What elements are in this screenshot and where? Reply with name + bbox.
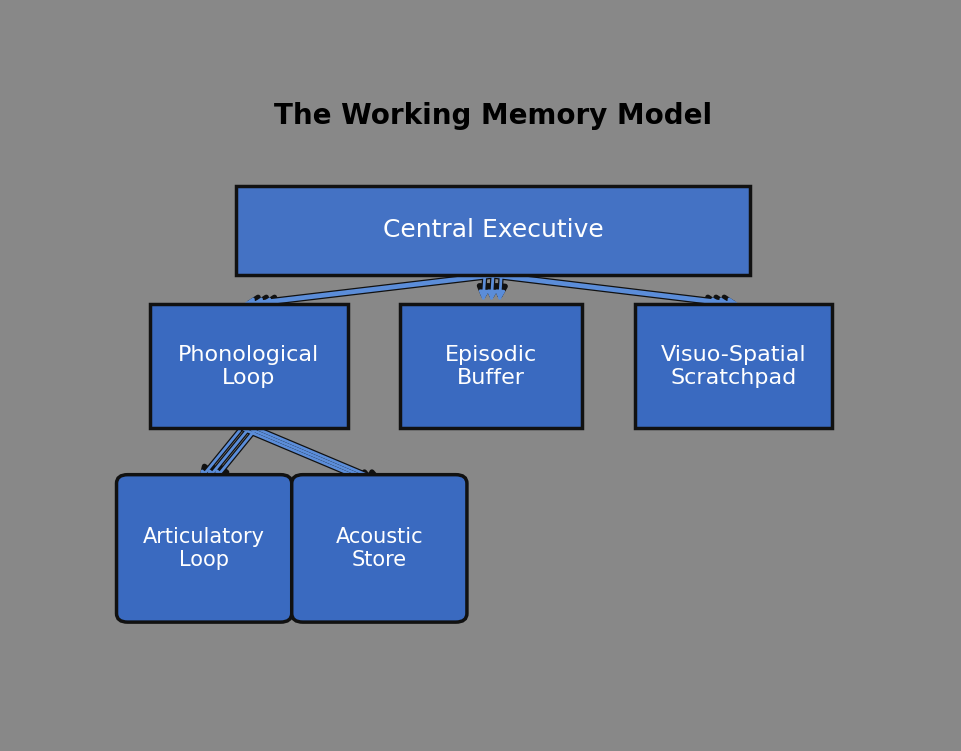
Text: Central Executive: Central Executive [382,219,603,243]
Text: Articulatory
Loop: Articulatory Loop [143,526,265,570]
Text: Acoustic
Store: Acoustic Store [335,526,423,570]
Text: Phonological
Loop: Phonological Loop [178,345,319,388]
FancyBboxPatch shape [634,304,831,428]
FancyBboxPatch shape [400,304,582,428]
FancyBboxPatch shape [150,304,347,428]
Text: The Working Memory Model: The Working Memory Model [274,102,711,130]
Text: Episodic
Buffer: Episodic Buffer [445,345,537,388]
Text: Visuo-Spatial
Scratchpad: Visuo-Spatial Scratchpad [660,345,805,388]
FancyBboxPatch shape [291,475,466,622]
FancyBboxPatch shape [235,185,750,275]
FancyBboxPatch shape [116,475,291,622]
